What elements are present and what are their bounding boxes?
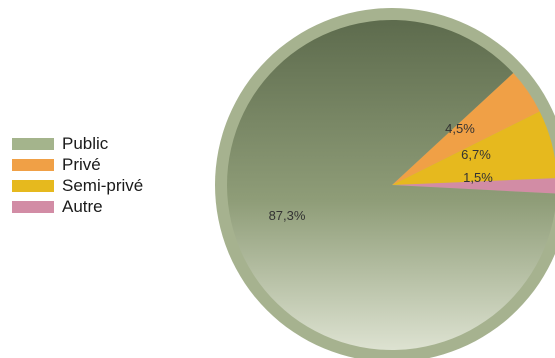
pie-slice-autre [392, 178, 555, 194]
data-label-semi-priv: 6,7% [461, 147, 491, 162]
pie-slice-semi-priv [392, 111, 555, 185]
data-label-priv: 4,5% [445, 121, 475, 136]
legend-item-autre: Autre [12, 197, 143, 217]
legend-item-prive: Privé [12, 155, 143, 175]
legend-swatch-semi-prive [12, 180, 54, 192]
pie-slice-public [227, 20, 555, 350]
legend-label-autre: Autre [62, 197, 103, 216]
legend-swatch-prive [12, 159, 54, 171]
legend-label-public: Public [62, 134, 109, 153]
legend-item-semi-prive: Semi-privé [12, 176, 143, 196]
data-label-public: 87,3% [269, 208, 306, 223]
legend-label-prive: Privé [62, 155, 101, 174]
data-label-autre: 1,5% [463, 170, 493, 185]
legend: Public Privé Semi-privé Autre [12, 134, 143, 218]
legend-label-semi-prive: Semi-privé [62, 176, 144, 195]
pie-slice-priv [392, 73, 540, 185]
legend-swatch-autre [12, 201, 54, 213]
legend-item-public: Public [12, 134, 143, 154]
legend-swatch-public [12, 138, 54, 150]
